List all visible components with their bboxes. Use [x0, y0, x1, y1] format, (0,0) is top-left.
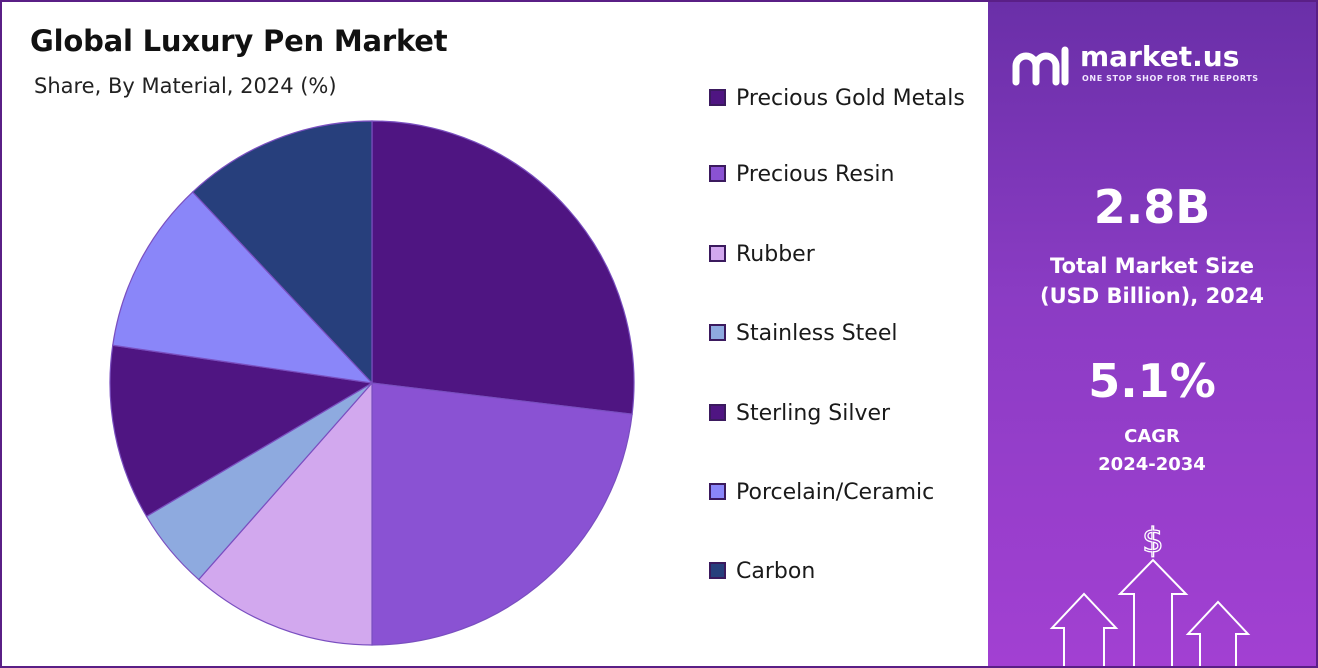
legend-swatch: [709, 89, 726, 106]
legend-label: Rubber: [736, 242, 815, 267]
chart-title: Global Luxury Pen Market: [30, 24, 448, 58]
pie-slice-precious-gold-metals: [371, 120, 635, 415]
market-size-label-line2: (USD Billion), 2024: [1039, 284, 1265, 308]
pie-slice-porcelain-ceramic: [112, 191, 374, 384]
brand-name: market.us: [1080, 40, 1240, 73]
pie-slice-sterling-silver: [109, 344, 374, 518]
legend-label: Stainless Steel: [736, 321, 898, 346]
legend-label: Carbon: [736, 559, 816, 584]
market-size-value: 2.8B: [1093, 180, 1211, 234]
pie-chart: [109, 120, 635, 646]
pie-slice-rubber: [197, 381, 373, 646]
brand-tagline: ONE STOP SHOP FOR THE REPORTS: [1082, 74, 1259, 83]
chart-panel: Global Luxury Pen Market Share, By Mater…: [2, 2, 988, 666]
cagr-value: 5.1%: [1088, 354, 1216, 408]
legend-label: Porcelain/Ceramic: [736, 480, 935, 505]
legend-swatch: [709, 483, 726, 500]
pie-slice-carbon: [191, 120, 373, 385]
legend-label: Precious Resin: [736, 162, 895, 187]
chart-subtitle: Share, By Material, 2024 (%): [34, 74, 337, 98]
dollar-sign: $: [1142, 521, 1164, 561]
legend-swatch: [709, 562, 726, 579]
market-us-logo-icon: [1012, 46, 1069, 86]
legend-swatch: [709, 404, 726, 421]
pie-slice-precious-resin: [371, 382, 633, 646]
growth-arrows-icon: $: [1049, 520, 1251, 666]
cagr-period: 2024-2034: [1098, 454, 1206, 475]
brand: market.us ONE STOP SHOP FOR THE REPORTS: [1010, 40, 1310, 90]
legend-label: Precious Gold Metals: [736, 86, 965, 111]
summary-sidebar: market.us ONE STOP SHOP FOR THE REPORTS …: [988, 2, 1316, 666]
legend-swatch: [709, 245, 726, 262]
cagr-label: CAGR: [1124, 426, 1180, 447]
legend-swatch: [709, 165, 726, 182]
market-size-label-line1: Total Market Size: [1050, 254, 1254, 278]
legend-label: Sterling Silver: [736, 401, 891, 426]
legend-swatch: [709, 324, 726, 341]
